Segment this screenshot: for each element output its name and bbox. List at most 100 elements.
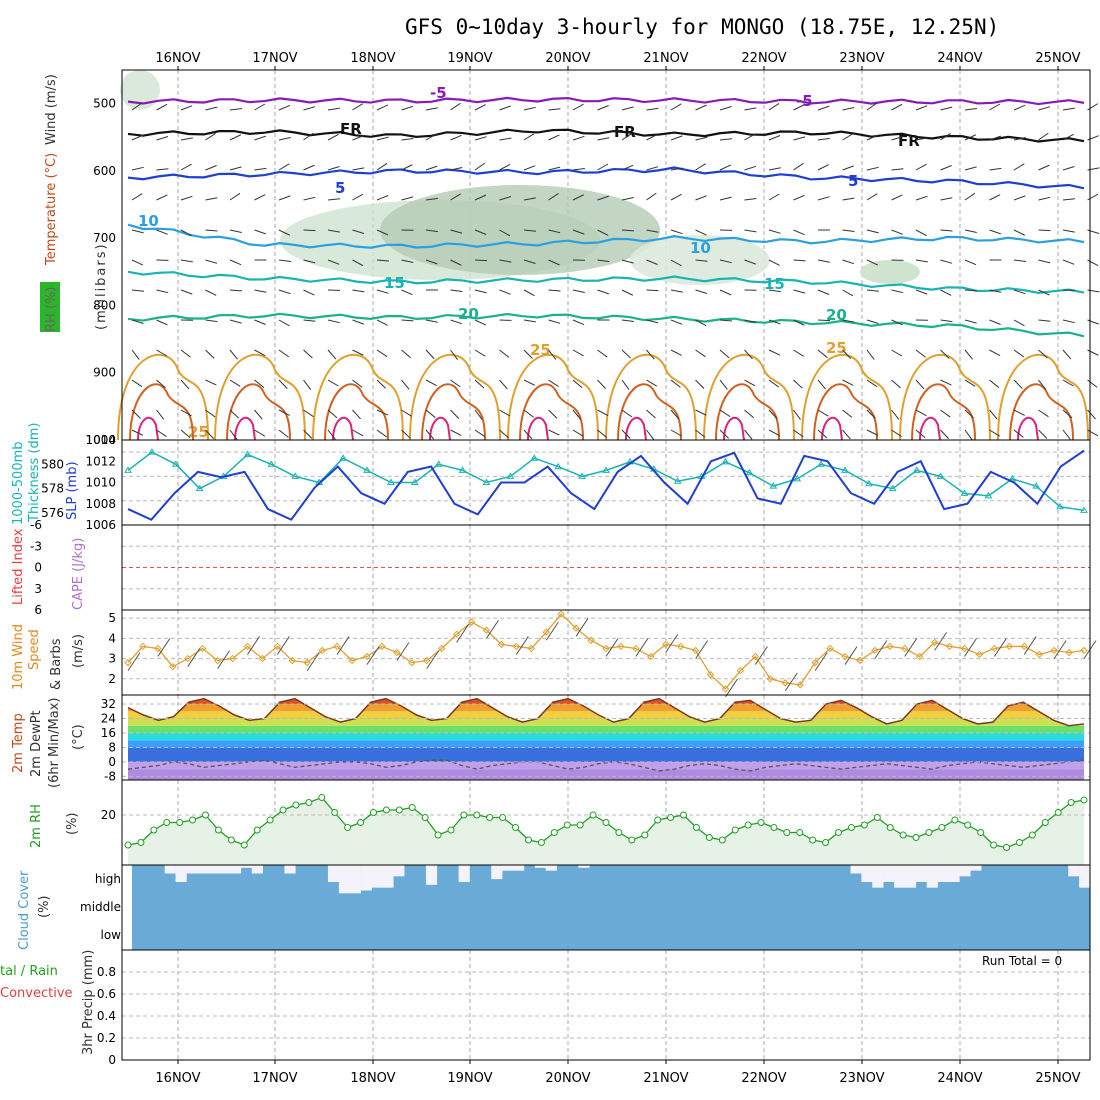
wind-barb (205, 349, 215, 359)
wind-barb (548, 349, 557, 360)
wind-barb (874, 640, 888, 659)
y-tick-label: 0 (108, 1053, 116, 1067)
wind-barb (719, 138, 732, 141)
y-tick-label: 0 (108, 755, 116, 769)
wind-speed-point (273, 642, 282, 651)
wind-barb (1013, 195, 1026, 201)
wind-speed-point (288, 656, 297, 665)
wind-barb (156, 229, 168, 235)
thickness-point (745, 468, 754, 476)
wind-speed-point (721, 685, 730, 693)
wind-barb (523, 197, 536, 201)
wind-barb (499, 196, 512, 201)
wind-barb (327, 133, 339, 141)
wind-speed-point (1065, 648, 1073, 657)
wind-barb (989, 167, 1002, 171)
cloud-high-gap (164, 865, 176, 874)
rh-point (318, 794, 326, 801)
isotherm-35 (332, 416, 354, 441)
cloud-high-gap (578, 865, 590, 868)
cloud-high-gap (175, 865, 187, 882)
isotherm-30 (324, 383, 389, 441)
rh-point (654, 816, 662, 824)
cloud-high-gap (349, 865, 361, 894)
wind-barb (156, 194, 168, 201)
wind-barb (254, 194, 266, 201)
wind-speed-point (258, 654, 267, 663)
wind-barb (621, 409, 633, 418)
wind-barb (670, 103, 682, 111)
y-tick-label: 5 (108, 611, 116, 625)
wind-barb (1038, 349, 1048, 359)
wind-barb (964, 192, 976, 201)
wind-speed-point (452, 630, 461, 638)
rh-point (499, 814, 507, 821)
wind-barb (744, 379, 756, 387)
rh-point (512, 824, 520, 831)
wind-barb (670, 429, 682, 437)
rh-point (1080, 796, 1088, 804)
wind-barb (180, 349, 191, 358)
wind-barb (131, 319, 144, 324)
wind-barb (376, 136, 389, 141)
wind-barb (425, 349, 435, 360)
wind-barb (793, 194, 805, 201)
wind-speed-point (1080, 646, 1088, 655)
thickness-point (195, 484, 204, 492)
rh-point (809, 836, 817, 844)
wind-barb (303, 164, 315, 171)
rh-shade (860, 260, 920, 284)
wind-barb (695, 429, 706, 438)
wind-barb (450, 409, 460, 419)
wind-barb (904, 638, 918, 657)
wind-barb (499, 259, 512, 263)
wind-speed-point (497, 640, 506, 649)
wind-barb (180, 137, 193, 141)
wind-barb (229, 349, 238, 360)
wind-barb (1013, 379, 1023, 389)
wind-barb (548, 259, 560, 266)
rh-point (253, 826, 261, 834)
wind-barb (523, 319, 536, 323)
wind-barb (180, 105, 193, 111)
wind-barb (425, 319, 438, 323)
wind-barb (548, 166, 561, 171)
wind-barb (327, 229, 340, 233)
wind-barb (474, 259, 488, 262)
wind-barb (187, 648, 201, 667)
temp-color-band (128, 718, 1084, 726)
wind-barb (278, 379, 288, 389)
wind-barb (964, 429, 973, 441)
wind-barb (665, 634, 679, 653)
wind-barb (597, 259, 610, 263)
y-tick-label: -3 (30, 539, 42, 553)
rh-point (344, 824, 352, 831)
wind-barb (597, 289, 610, 295)
wind-barb (131, 409, 141, 419)
rh-point (757, 819, 765, 826)
temp-color-band (128, 769, 1084, 780)
wind-barb (1087, 229, 1100, 234)
wind-barb (131, 289, 144, 292)
cloud-high-gap (915, 865, 928, 882)
wind-barb (989, 429, 1001, 437)
wind-barb (719, 349, 730, 359)
wind-barb (401, 105, 414, 111)
wind-barb (131, 379, 143, 388)
wind-barb (450, 167, 463, 171)
isotherm-30 (617, 383, 682, 441)
wind-barb (964, 134, 977, 141)
wind-speed-point (945, 642, 954, 651)
rh-point (1028, 831, 1036, 839)
thickness-point (817, 460, 825, 467)
wind-speed-point (676, 642, 685, 651)
wind-barb (989, 135, 1002, 141)
wind-barb (940, 289, 952, 296)
cloud-high-gap (861, 865, 873, 882)
thickness-point (1056, 502, 1064, 510)
temp2m-label-2: 2m DewPt (29, 710, 44, 777)
wind-speed-point (363, 652, 371, 661)
wind-barb (817, 319, 831, 322)
isotherm-30 (421, 383, 486, 441)
slp-label: SLP (mb) (65, 461, 80, 520)
